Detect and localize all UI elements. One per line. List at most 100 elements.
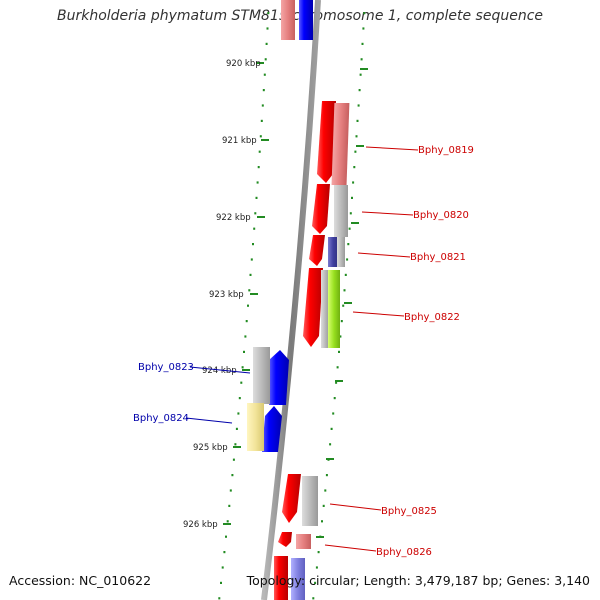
gene-arrow[interactable] <box>303 268 323 347</box>
gene-label-bphy-0821[interactable]: Bphy_0821 <box>410 252 466 263</box>
scale-dot <box>346 258 349 261</box>
scale-dot <box>225 535 227 538</box>
scale-dot <box>218 597 221 600</box>
gene-label-bphy-0825[interactable]: Bphy_0825 <box>381 506 437 517</box>
scale-dot <box>354 150 357 153</box>
gene-label-leaders <box>185 146 419 552</box>
gene-label-bphy-0823[interactable]: Bphy_0823 <box>138 362 194 373</box>
scale-dot <box>329 443 332 446</box>
scale-dot <box>220 581 222 584</box>
gene-label-bphy-0826[interactable]: Bphy_0826 <box>376 547 432 558</box>
scale-dot <box>349 212 352 215</box>
scale-dot <box>247 304 249 307</box>
gene-feature <box>247 403 264 451</box>
gene-arrow[interactable] <box>309 235 325 266</box>
scale-dot <box>355 135 358 138</box>
scale-dot <box>340 320 343 323</box>
scale-dot <box>335 381 338 384</box>
scale-dot <box>321 520 323 523</box>
scale-dot <box>238 397 241 400</box>
scale-dot <box>248 289 251 292</box>
chromosome-backbone <box>261 0 321 600</box>
scale-dot <box>229 489 232 492</box>
scale-dot <box>359 73 362 76</box>
scale-dot <box>347 243 350 246</box>
gene-arrow[interactable] <box>278 532 292 547</box>
scale-dot <box>250 258 253 261</box>
scale-dot <box>344 273 347 276</box>
gene-feature <box>334 185 348 237</box>
scale-dot <box>314 581 317 584</box>
gene-feature <box>296 534 311 549</box>
scale-dot <box>245 320 248 323</box>
scale-track-left <box>218 12 270 600</box>
gene-labels: Bphy_0819 Bphy_0820 Bphy_0821 Bphy_0822 … <box>133 145 474 558</box>
topology-text: Topology: circular; Length: 3,479,187 bp… <box>246 573 590 588</box>
scale-dot <box>261 104 264 107</box>
scale-dot <box>260 119 263 122</box>
scale-dot <box>243 350 245 353</box>
gene-label-bphy-0819[interactable]: Bphy_0819 <box>418 145 474 156</box>
scale-dot <box>267 12 270 15</box>
scale-dot <box>312 597 315 600</box>
scale-dot <box>234 443 237 446</box>
scale-dot <box>241 366 244 369</box>
scale-dot <box>262 89 265 92</box>
leader-line <box>324 544 377 552</box>
gene-arrow[interactable] <box>282 474 301 523</box>
leader-line <box>185 417 233 424</box>
kbp-label: 923 kbp <box>209 290 244 300</box>
scale-dot <box>223 551 226 554</box>
gene-feature <box>274 556 288 600</box>
reverse-strand-genes <box>247 347 289 452</box>
gene-label-bphy-0824[interactable]: Bphy_0824 <box>133 413 189 424</box>
kbp-label: 925 kbp <box>193 443 228 453</box>
scale-dot <box>361 42 364 45</box>
gene-arrow[interactable] <box>317 101 336 183</box>
kbp-label: 920 kbp <box>226 59 261 69</box>
scale-dot <box>235 427 238 430</box>
kbp-label: 922 kbp <box>216 213 251 223</box>
gene-feature <box>253 347 270 404</box>
scale-dot <box>240 381 243 384</box>
scale-dot <box>249 273 252 276</box>
gene-feature <box>328 270 340 348</box>
partial-genes-top <box>281 0 313 40</box>
scale-dot <box>263 73 266 76</box>
gene-feature <box>321 270 329 348</box>
gene-feature <box>302 476 318 526</box>
scale-dot <box>228 504 231 507</box>
forward-strand-genes <box>274 101 350 600</box>
kbp-label: 921 kbp <box>222 136 257 146</box>
scale-dot <box>351 196 353 199</box>
scale-dot <box>232 458 235 461</box>
accession-text: Accession: NC_010622 <box>9 573 152 588</box>
leader-line <box>189 366 251 374</box>
scale-dot <box>336 366 339 369</box>
scale-dot <box>357 104 360 107</box>
gene-label-bphy-0822[interactable]: Bphy_0822 <box>404 312 460 323</box>
leader-line <box>365 146 419 151</box>
scale-dot <box>255 196 258 199</box>
scale-dot <box>356 119 359 122</box>
scale-dot <box>237 412 240 415</box>
gene-arrow[interactable] <box>312 184 330 234</box>
kbp-label: 924 kbp <box>202 366 237 376</box>
scale-dot <box>252 243 254 246</box>
scale-dot <box>339 335 342 338</box>
scale-dot <box>256 181 259 184</box>
scale-dot <box>253 227 256 230</box>
gene-feature <box>331 103 350 185</box>
gene-feature <box>281 0 295 40</box>
leader-line <box>361 211 414 216</box>
scale-dot <box>332 412 335 415</box>
gene-label-bphy-0820[interactable]: Bphy_0820 <box>413 210 469 221</box>
scale-dot <box>258 150 261 153</box>
gene-feature <box>337 237 345 267</box>
scale-dot <box>348 227 351 230</box>
gene-arrow[interactable] <box>262 406 282 452</box>
scale-dot <box>352 181 355 184</box>
gene-arrow[interactable] <box>269 350 289 405</box>
